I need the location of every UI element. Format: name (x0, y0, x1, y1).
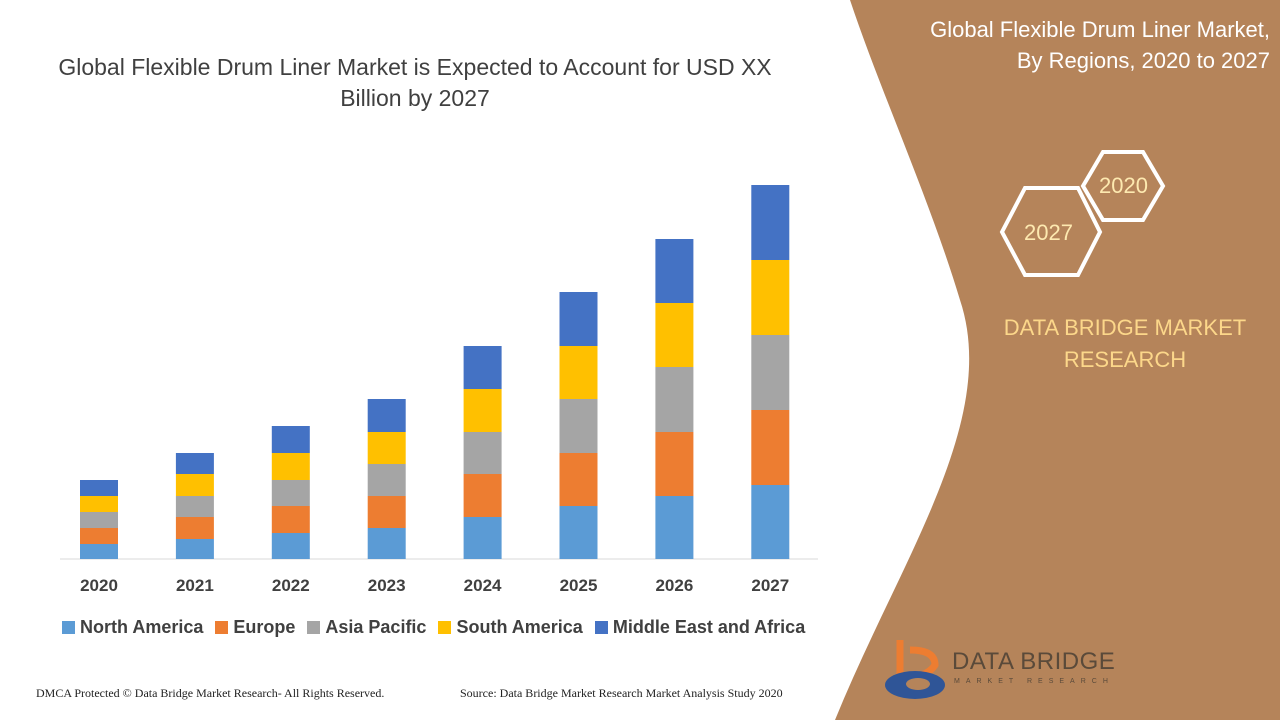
bars (80, 185, 790, 559)
legend-item: Middle East and Africa (594, 617, 806, 638)
legend-swatch (215, 621, 229, 634)
bar-2027-north-america (751, 485, 790, 559)
bar-2027-south-america (751, 260, 790, 335)
hexagon-2020 (1080, 150, 1166, 222)
bar-2025-europe (559, 453, 598, 506)
bar-2025-middle-east-and-africa (559, 292, 598, 346)
bar-2024-europe (463, 474, 502, 517)
panel-title-line1: Global Flexible Drum Liner Market, (930, 17, 1270, 42)
bar-2023-north-america (367, 528, 406, 559)
x-tick-label: 2020 (80, 576, 118, 595)
bar-2020-south-america (80, 496, 118, 512)
bar-2022-europe (271, 506, 310, 533)
bar-2026-asia-pacific (655, 367, 694, 432)
legend-label: South America (456, 617, 583, 637)
legend-item: Europe (215, 617, 295, 638)
bar-2026-europe (655, 432, 694, 496)
logo-subtext: MARKET RESEARCH (954, 678, 1114, 685)
legend-swatch (438, 621, 452, 634)
brand-text: DATA BRIDGE MARKET RESEARCH (990, 312, 1260, 376)
bar-2022-north-america (271, 533, 310, 559)
footer-source: Source: Data Bridge Market Research Mark… (460, 686, 783, 700)
bar-2026-middle-east-and-africa (655, 239, 694, 303)
x-tick-label: 2025 (559, 576, 598, 595)
bar-2024-middle-east-and-africa (463, 346, 502, 389)
bar-2027-asia-pacific (751, 335, 790, 410)
bar-2025-south-america (559, 346, 598, 399)
bar-2022-south-america (271, 453, 310, 480)
chart-title: Global Flexible Drum Liner Market is Exp… (58, 54, 772, 111)
bar-2021-asia-pacific (175, 496, 214, 517)
legend-label: Europe (233, 617, 296, 637)
bar-2023-middle-east-and-africa (367, 399, 406, 432)
legend: North America Europe Asia Pacific South Ame… (62, 617, 805, 638)
bar-2022-asia-pacific (271, 480, 310, 506)
brand-line2: RESEARCH (1063, 347, 1187, 372)
bar-2021-europe (175, 517, 214, 539)
bar-2026-north-america (655, 496, 694, 559)
legend-swatch (594, 621, 608, 634)
bar-2025-asia-pacific (559, 399, 598, 453)
legend-swatch (307, 621, 321, 634)
x-tick-label: 2022 (271, 576, 310, 595)
legend-label: North America (80, 617, 204, 637)
logo-icon (885, 640, 945, 699)
x-tick-label: 2026 (655, 576, 694, 595)
bar-2020-north-america (80, 544, 118, 559)
bar-2020-asia-pacific (80, 512, 118, 528)
bar-2021-north-america (175, 539, 214, 559)
bar-2024-asia-pacific (463, 432, 502, 474)
x-tick-label: 2024 (463, 576, 502, 595)
legend-item: Asia Pacific (307, 617, 426, 638)
x-tick-label: 2021 (175, 576, 214, 595)
bar-2021-middle-east-and-africa (175, 453, 214, 474)
brand-line1: DATA BRIDGE MARKET (1003, 315, 1247, 340)
bar-2020-europe (80, 528, 118, 544)
bar-2023-south-america (367, 432, 406, 464)
legend-item: North America (62, 617, 203, 638)
bar-2027-europe (751, 410, 790, 485)
bar-2023-europe (367, 496, 406, 528)
legend-swatch (62, 621, 75, 634)
hex-label-2020: 2020 (1099, 173, 1148, 198)
hexagon-2027 (999, 186, 1103, 277)
bar-2021-south-america (175, 474, 214, 496)
bar-2022-middle-east-and-africa (271, 426, 310, 453)
bar-2025-north-america (559, 506, 598, 559)
bar-2023-asia-pacific (367, 464, 406, 496)
legend-item: South America (438, 617, 583, 638)
bar-2024-south-america (463, 389, 502, 432)
panel-title-line2: By Regions, 2020 to 2027 (1016, 48, 1270, 73)
hex-label-2027: 2027 (1024, 220, 1073, 245)
footer-copyright: DMCA Protected © Data Bridge Market Rese… (36, 686, 385, 700)
bar-2027-middle-east-and-africa (751, 185, 790, 260)
x-tick-label: 2027 (751, 576, 790, 595)
bar-2026-south-america (655, 303, 694, 367)
x-tick-label: 2023 (367, 576, 406, 595)
panel-title: Global Flexible Drum Liner Market, By Reg… (850, 14, 1270, 76)
logo-text: DATA BRIDGE (952, 648, 1116, 675)
bar-2024-north-america (463, 517, 502, 559)
bar-2020-middle-east-and-africa (80, 480, 118, 496)
legend-label: Asia Pacific (325, 617, 427, 637)
legend-label: Middle East and Africa (612, 617, 806, 637)
